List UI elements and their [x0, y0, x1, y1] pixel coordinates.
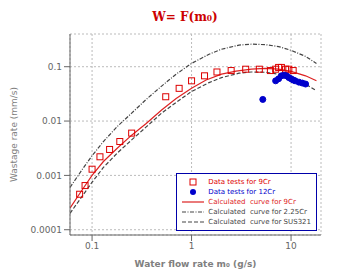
svg-text:Water flow rate m₀ (g/s): Water flow rate m₀ (g/s): [135, 259, 257, 269]
html-text:Calculated curve for SUS321: Calculated curve for SUS321: [208, 218, 311, 226]
svg-text:0.0001: 0.0001: [31, 225, 63, 235]
svg-text:0.001: 0.001: [36, 171, 62, 181]
html-text:Data tests for 12Cr: Data tests for 12Cr: [208, 188, 276, 196]
html-text:Calculated curve for 9Cr: Calculated curve for 9Cr: [208, 198, 296, 206]
svg-text:0.1: 0.1: [48, 62, 62, 72]
html-text:Data tests for 9Cr: Data tests for 9Cr: [208, 178, 271, 186]
svg-text:Wastage rate (mm/s): Wastage rate (mm/s): [9, 87, 19, 182]
svg-text:0.01: 0.01: [42, 116, 62, 126]
html-text:W= F(m₀): W= F(m₀): [152, 10, 218, 24]
html-text:Calculated curve for 2.25Cr: Calculated curve for 2.25Cr: [208, 208, 307, 216]
svg-text:1: 1: [189, 241, 195, 251]
svg-text:10: 10: [285, 241, 297, 251]
svg-text:0.1: 0.1: [85, 241, 99, 251]
